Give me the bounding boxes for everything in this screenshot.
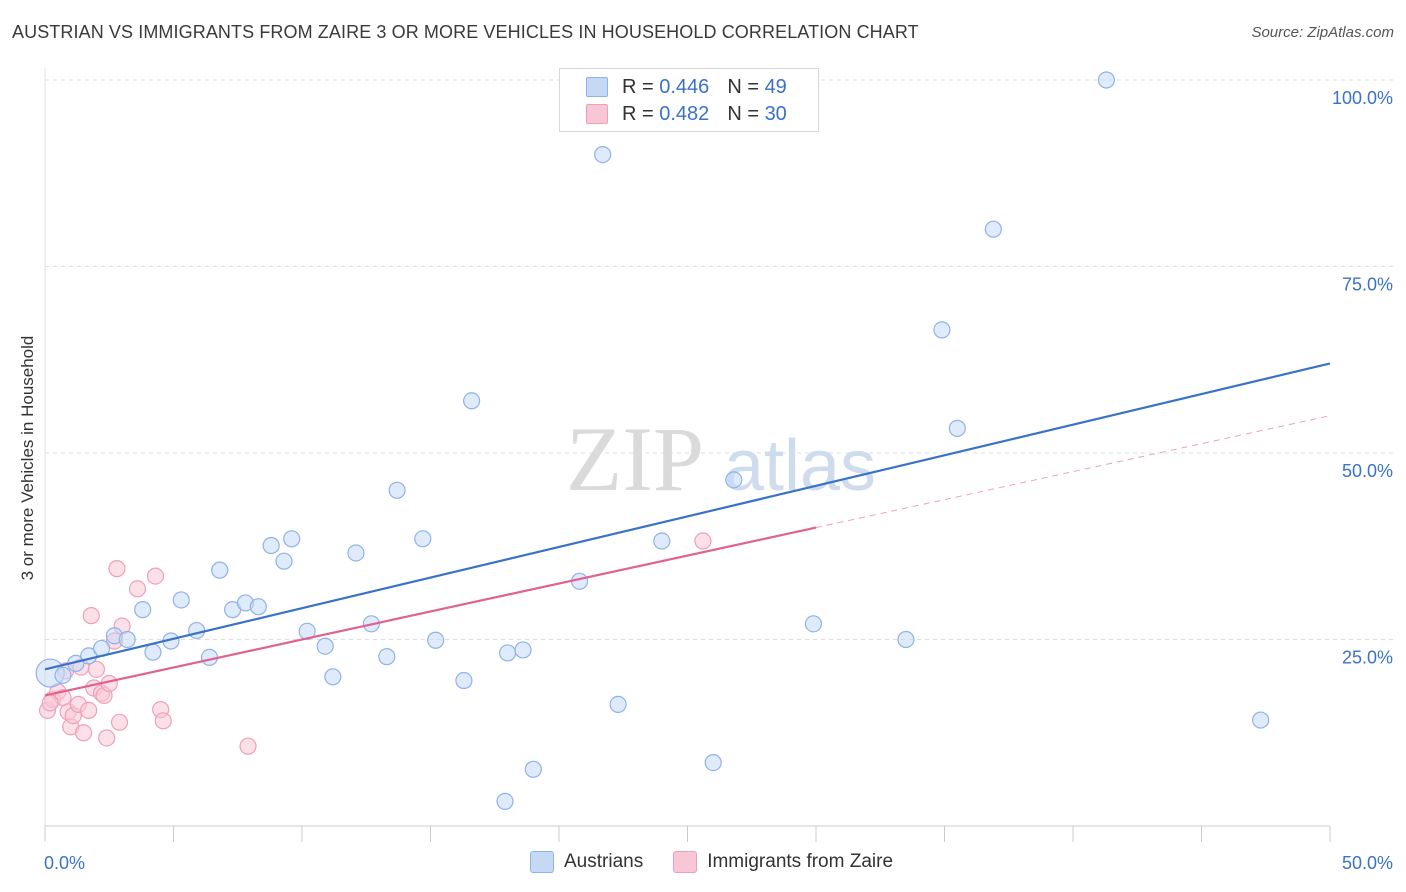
data-point-austrians: [262, 536, 280, 555]
data-point-austrians: [1097, 71, 1116, 89]
data-point-zaire: [80, 701, 98, 719]
data-point-austrians: [378, 648, 396, 666]
legend-item-zaire[interactable]: Immigrants from Zaire: [673, 851, 893, 873]
data-point-austrians: [496, 792, 514, 810]
trend-lines: [44, 362, 1331, 697]
data-point-austrians: [524, 760, 542, 778]
data-point-austrians: [499, 644, 517, 662]
data-point-austrians: [725, 471, 743, 489]
watermark: ZIP atlas: [566, 408, 876, 510]
y-tick-label: 100.0%: [1332, 88, 1393, 108]
y-tick-label: 75.0%: [1342, 275, 1393, 295]
data-point-zaire: [98, 729, 116, 747]
data-point-zaire: [239, 737, 257, 755]
y-axis-label: 3 or more Vehicles in Household: [18, 335, 37, 581]
legend-swatch-blue: [586, 77, 608, 97]
data-point-austrians: [249, 598, 267, 616]
data-point-austrians: [514, 641, 532, 659]
data-point-austrians: [427, 631, 445, 649]
data-point-austrians: [283, 530, 301, 548]
data-point-austrians: [388, 481, 406, 499]
legend-swatch-pink: [673, 851, 698, 873]
data-point-austrians: [984, 220, 1002, 238]
data-point-austrians: [609, 695, 627, 714]
data-point-austrians: [704, 753, 722, 772]
chart-title: AUSTRIAN VS IMMIGRANTS FROM ZAIRE 3 OR M…: [12, 22, 919, 42]
data-point-austrians: [275, 552, 293, 570]
data-point-austrians: [948, 419, 966, 437]
data-point-austrians: [414, 530, 432, 548]
series-legend: Austrians Immigrants from Zaire: [530, 851, 923, 873]
series-zaire-points: [38, 532, 712, 755]
legend-label-zaire: Immigrants from Zaire: [707, 851, 894, 872]
data-point-austrians: [211, 561, 229, 579]
data-point-austrians: [463, 392, 481, 410]
data-point-austrians: [933, 321, 951, 339]
data-point-austrians: [347, 544, 365, 562]
legend-label-austrians: Austrians: [564, 851, 644, 872]
data-point-austrians: [653, 532, 671, 550]
watermark-atlas: atlas: [724, 426, 876, 506]
legend-n-value: 49: [764, 75, 787, 98]
stats-legend: R = 0.446 N = 49 R = 0.482 N = 30: [559, 68, 819, 132]
source-label: Source: ZipAtlas.com: [1251, 24, 1394, 41]
trend-line-austrians: [44, 362, 1331, 671]
data-point-zaire: [146, 567, 165, 585]
legend-row-austrians: R = 0.446 N = 49: [586, 74, 787, 100]
legend-n-label: N =: [727, 75, 759, 98]
data-point-zaire: [128, 580, 147, 598]
x-tick-label: 50.0%: [1342, 853, 1393, 873]
x-tick-label: 0.0%: [44, 853, 85, 873]
legend-r-value: 0.446: [659, 75, 710, 98]
watermark-zip: ZIP: [566, 408, 704, 510]
data-point-austrians: [134, 601, 152, 619]
data-point-austrians: [455, 671, 473, 690]
data-point-austrians: [54, 666, 72, 684]
y-tick-label: 50.0%: [1342, 461, 1393, 481]
data-point-austrians: [804, 615, 823, 633]
data-point-zaire: [41, 694, 59, 712]
data-point-zaire: [154, 712, 172, 730]
legend-r-label: R =: [622, 75, 654, 98]
data-point-zaire: [110, 713, 129, 731]
data-point-austrians: [897, 630, 915, 649]
trend-line-zaire: [44, 526, 817, 697]
legend-item-austrians[interactable]: Austrians: [530, 851, 643, 873]
tick-labels: 25.0% 50.0% 75.0% 100.0% 0.0% 50.0%: [44, 88, 1393, 873]
data-point-austrians: [594, 146, 612, 164]
data-point-austrians: [316, 637, 334, 655]
data-point-zaire: [694, 532, 712, 550]
data-point-zaire: [87, 660, 106, 678]
data-point-zaire: [74, 724, 93, 742]
legend-swatch-blue: [530, 851, 554, 873]
data-point-zaire: [82, 607, 100, 625]
data-point-austrians: [118, 630, 136, 649]
trend-line-zaire-extrapolated: [815, 415, 1331, 529]
legend-r-label: R =: [622, 102, 654, 125]
y-tick-label: 25.0%: [1342, 648, 1393, 668]
data-point-austrians: [144, 643, 162, 661]
legend-swatch-pink: [586, 104, 608, 124]
data-point-austrians: [172, 591, 190, 609]
legend-r-value: 0.482: [659, 102, 710, 125]
grid-lines: [45, 79, 1393, 640]
data-point-zaire: [108, 560, 126, 578]
legend-n-value: 30: [764, 102, 787, 125]
data-point-austrians: [1252, 711, 1270, 729]
data-point-austrians: [188, 621, 206, 640]
data-point-austrians: [324, 668, 342, 686]
legend-row-zaire: R = 0.482 N = 30: [586, 101, 787, 127]
legend-n-label: N =: [727, 102, 759, 125]
